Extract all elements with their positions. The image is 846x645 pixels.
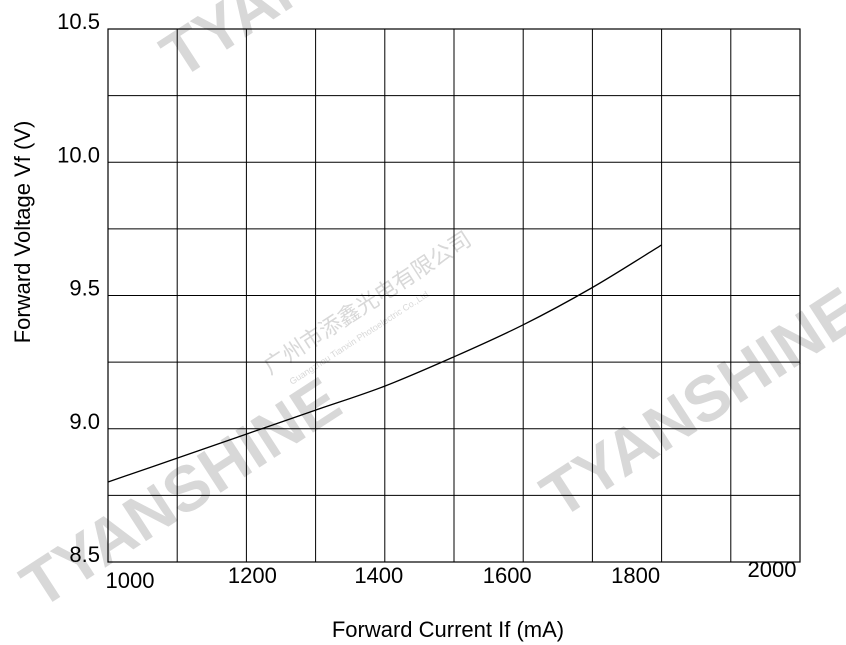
y-tick-label: 9.0	[69, 409, 100, 434]
watermark-layer: TYANSHINE TYANSHINE TYANSHINE 广州市添鑫光电有限公…	[8, 0, 846, 622]
y-tick-label: 9.5	[69, 276, 100, 301]
series-layer	[107, 244, 662, 483]
x-tick-label: 1000	[106, 568, 155, 593]
watermark-brand-1: TYANSHINE	[8, 363, 352, 622]
x-tick-label: 1200	[228, 563, 277, 588]
x-tick-label: 1600	[483, 563, 532, 588]
x-tick-labels: 1000 1200 1400 1600 1800 2000	[106, 557, 797, 593]
grid	[108, 29, 800, 562]
y-tick-label: 10.5	[57, 9, 100, 34]
y-tick-label: 10.0	[57, 142, 100, 167]
plot-frame	[107, 28, 801, 563]
watermark-brand-3: TYANSHINE	[148, 0, 492, 92]
x-axis-title: Forward Current If (mA)	[332, 617, 564, 642]
watermark-brand-2: TYANSHINE	[528, 273, 846, 532]
y-tick-label: 8.5	[69, 542, 100, 567]
x-tick-label: 1400	[354, 563, 403, 588]
y-tick-labels: 8.5 9.0 9.5 10.0 10.5	[57, 9, 100, 567]
watermark-company-cn: 广州市添鑫光电有限公司	[259, 226, 476, 379]
x-tick-label: 2000	[748, 557, 797, 582]
y-axis-title: Forward Voltage Vf (V)	[10, 121, 35, 344]
x-tick-label: 1800	[611, 563, 660, 588]
series-line-1	[107, 244, 662, 483]
